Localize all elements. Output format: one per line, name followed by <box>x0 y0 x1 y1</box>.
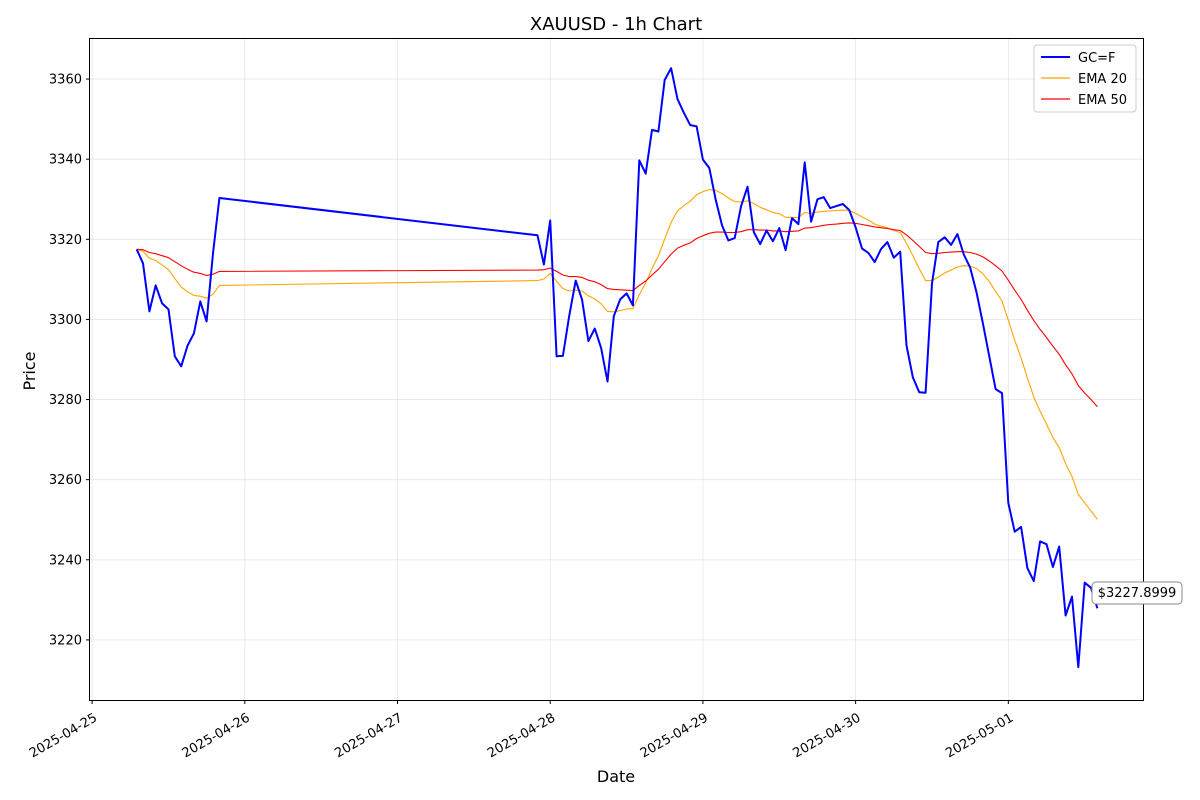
y-tick-label: 3260 <box>49 473 82 488</box>
grid <box>90 39 1143 700</box>
legend-label-gc-f: GC=F <box>1078 51 1116 66</box>
y-tick-label: 3280 <box>49 393 82 408</box>
last-price-label: $3227.8999 <box>1098 586 1177 601</box>
series-line-ema-20 <box>136 189 1098 520</box>
y-tick-label: 3360 <box>49 73 82 88</box>
y-tick-label: 3220 <box>49 633 82 648</box>
y-tick-label: 3340 <box>49 153 82 168</box>
legend-label-ema-20: EMA 20 <box>1078 72 1127 87</box>
y-axis-label: Price <box>20 351 39 390</box>
series-layer <box>135 67 1099 669</box>
last-price-annotation: $3227.8999 <box>1091 581 1183 605</box>
legend-box <box>1033 44 1137 113</box>
series-line-gc-f <box>135 67 1099 669</box>
y-tick-label: 3240 <box>49 553 82 568</box>
y-axis-ticks: 3220 3240 3260 3280 3300 3320 3340 3360 <box>49 73 90 648</box>
legend: GC=F EMA 20 EMA 50 <box>1033 44 1137 113</box>
legend-label-ema-50: EMA 50 <box>1078 93 1127 108</box>
y-tick-label: 3300 <box>49 313 82 328</box>
series-line-ema-50 <box>136 222 1098 408</box>
y-tick-label: 3320 <box>49 233 82 248</box>
plot-frame <box>89 38 1144 701</box>
last-price-box <box>1091 581 1183 605</box>
chart-title: XAUUSD - 1h Chart <box>530 14 702 35</box>
x-axis-label: Date <box>597 767 635 786</box>
